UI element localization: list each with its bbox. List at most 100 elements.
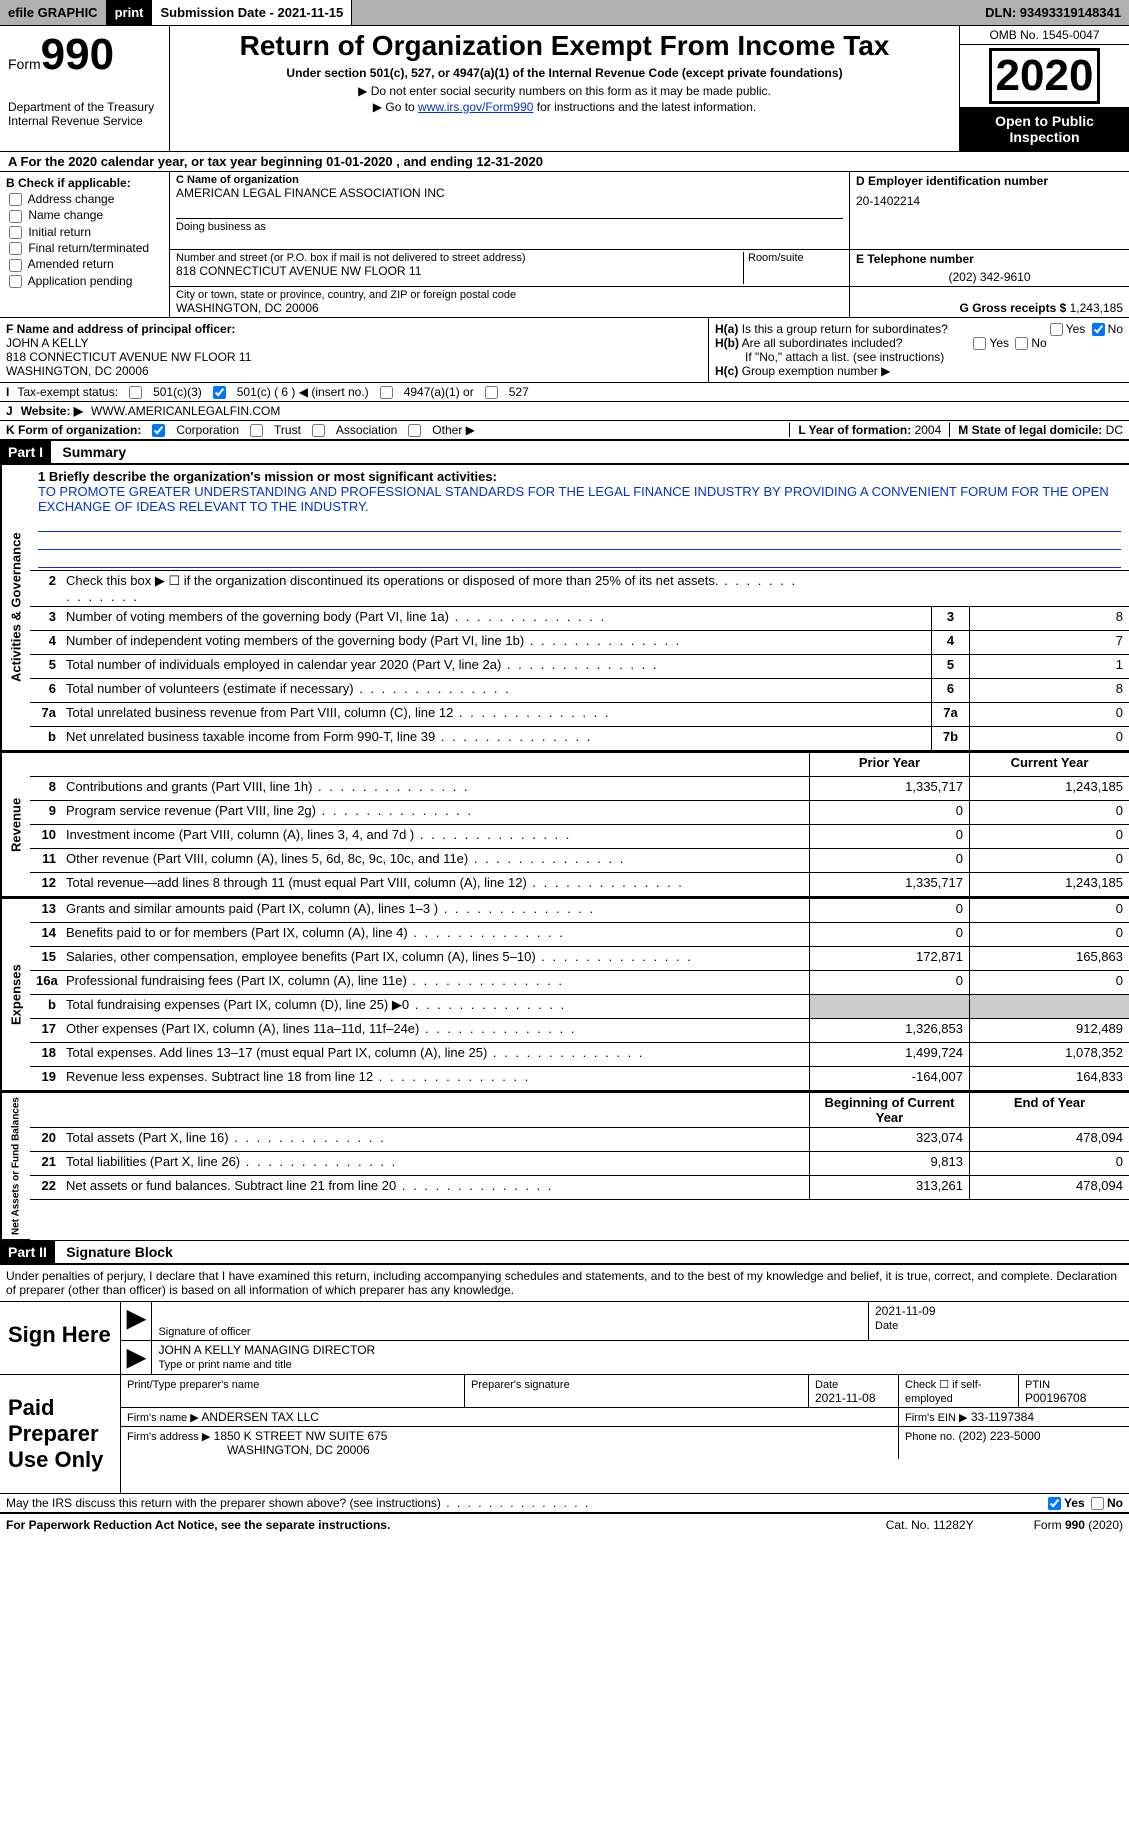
side-governance: Activities & Governance bbox=[0, 465, 30, 751]
gross-value: 1,243,185 bbox=[1070, 301, 1123, 315]
paid-preparer-block: Paid Preparer Use Only Print/Type prepar… bbox=[0, 1375, 1129, 1494]
ein-value: 20-1402214 bbox=[856, 194, 1123, 208]
hb-no[interactable] bbox=[1015, 337, 1028, 350]
gross-label: G Gross receipts $ bbox=[960, 301, 1067, 315]
dba-label: Doing business as bbox=[176, 218, 843, 233]
expenses-section: Expenses 13Grants and similar amounts pa… bbox=[0, 897, 1129, 1091]
officer-name-title: JOHN A KELLY MANAGING DIRECTOR bbox=[158, 1343, 1123, 1357]
tax-year: 2020 bbox=[989, 48, 1101, 104]
discuss-yes[interactable] bbox=[1048, 1497, 1061, 1510]
firm-ein: 33-1197384 bbox=[971, 1410, 1034, 1424]
k-assoc[interactable] bbox=[312, 424, 325, 437]
form-note-2: ▶ Go to www.irs.gov/Form990 for instruct… bbox=[178, 100, 951, 114]
name-title-label: Type or print name and title bbox=[158, 1359, 291, 1371]
table-row: 18Total expenses. Add lines 13–17 (must … bbox=[30, 1043, 1129, 1067]
firm-name: ANDERSEN TAX LLC bbox=[201, 1410, 319, 1424]
i-4947[interactable] bbox=[380, 386, 393, 399]
ptin-value: P00196708 bbox=[1025, 1391, 1086, 1405]
ha-no[interactable] bbox=[1092, 323, 1105, 336]
i-501c[interactable] bbox=[213, 386, 226, 399]
prep-date: 2021-11-08 bbox=[815, 1391, 876, 1405]
col-cd: C Name of organization AMERICAN LEGAL FI… bbox=[170, 172, 1129, 317]
revenue-section: Revenue Prior Year Current Year 8Contrib… bbox=[0, 751, 1129, 897]
line-j: J Website: ▶ WWW.AMERICANLEGALFIN.COM bbox=[0, 402, 1129, 421]
sign-here-label: Sign Here bbox=[0, 1302, 120, 1374]
table-row: 7aTotal unrelated business revenue from … bbox=[30, 703, 1129, 727]
check-initial[interactable]: Initial return bbox=[6, 225, 163, 239]
table-row: 8Contributions and grants (Part VIII, li… bbox=[30, 777, 1129, 801]
info-grid: B Check if applicable: Address change Na… bbox=[0, 172, 1129, 318]
table-row: 2Check this box ▶ ☐ if the organization … bbox=[30, 571, 1129, 607]
arrow-icon: ▶ bbox=[121, 1341, 152, 1374]
sign-here-block: Sign Here ▶ Signature of officer 2021-11… bbox=[0, 1302, 1129, 1375]
current-year-header: Current Year bbox=[969, 753, 1129, 776]
part1-bar: Part I Summary bbox=[0, 440, 1129, 465]
table-row: 20Total assets (Part X, line 16)323,0744… bbox=[30, 1128, 1129, 1152]
state-domicile: DC bbox=[1106, 423, 1123, 437]
check-final[interactable]: Final return/terminated bbox=[6, 241, 163, 255]
footer-right: Form 990 (2020) bbox=[1034, 1518, 1123, 1532]
hb-yes[interactable] bbox=[973, 337, 986, 350]
part1-label: Part I bbox=[0, 441, 51, 463]
org-name: AMERICAN LEGAL FINANCE ASSOCIATION INC bbox=[176, 186, 843, 200]
side-expenses: Expenses bbox=[0, 899, 30, 1091]
discuss-no[interactable] bbox=[1091, 1497, 1104, 1510]
check-name[interactable]: Name change bbox=[6, 208, 163, 222]
efile-label: efile GRAPHIC bbox=[0, 0, 107, 25]
part2-title: Signature Block bbox=[58, 1241, 181, 1263]
table-row: 3Number of voting members of the governi… bbox=[30, 607, 1129, 631]
i-501c3[interactable] bbox=[129, 386, 142, 399]
netassets-section: Net Assets or Fund Balances Beginning of… bbox=[0, 1091, 1129, 1240]
footer-row: For Paperwork Reduction Act Notice, see … bbox=[0, 1513, 1129, 1536]
table-row: 5Total number of individuals employed in… bbox=[30, 655, 1129, 679]
k-trust[interactable] bbox=[250, 424, 263, 437]
department-label: Department of the TreasuryInternal Reven… bbox=[8, 100, 161, 128]
col-header-row: Prior Year Current Year bbox=[30, 753, 1129, 777]
col-b-header: B Check if applicable: bbox=[6, 176, 163, 190]
mission-text: TO PROMOTE GREATER UNDERSTANDING AND PRO… bbox=[38, 484, 1121, 514]
table-row: 15Salaries, other compensation, employee… bbox=[30, 947, 1129, 971]
form-prefix: Form bbox=[8, 56, 41, 72]
governance-section: Activities & Governance 1 Briefly descri… bbox=[0, 465, 1129, 751]
check-address[interactable]: Address change bbox=[6, 192, 163, 206]
top-bar: efile GRAPHIC print Submission Date - 20… bbox=[0, 0, 1129, 26]
form-note-1: ▶ Do not enter social security numbers o… bbox=[178, 84, 951, 98]
period-row: A For the 2020 calendar year, or tax yea… bbox=[0, 152, 1129, 172]
blank-line bbox=[38, 516, 1121, 532]
blank-line bbox=[38, 552, 1121, 568]
part2-label: Part II bbox=[0, 1241, 55, 1263]
print-button[interactable]: print bbox=[107, 0, 153, 25]
table-row: 16aProfessional fundraising fees (Part I… bbox=[30, 971, 1129, 995]
table-row: 14Benefits paid to or for members (Part … bbox=[30, 923, 1129, 947]
k-corp[interactable] bbox=[152, 424, 165, 437]
form-subtitle: Under section 501(c), 527, or 4947(a)(1)… bbox=[178, 66, 951, 80]
table-row: 13Grants and similar amounts paid (Part … bbox=[30, 899, 1129, 923]
ha-yes[interactable] bbox=[1050, 323, 1063, 336]
i-527[interactable] bbox=[485, 386, 498, 399]
hb-note: If "No," attach a list. (see instruction… bbox=[715, 350, 1123, 364]
table-row: 9Program service revenue (Part VIII, lin… bbox=[30, 801, 1129, 825]
k-other[interactable] bbox=[408, 424, 421, 437]
table-row: 21Total liabilities (Part X, line 26)9,8… bbox=[30, 1152, 1129, 1176]
table-row: 6Total number of volunteers (estimate if… bbox=[30, 679, 1129, 703]
col-f: F Name and address of principal officer:… bbox=[0, 318, 709, 382]
check-pending[interactable]: Application pending bbox=[6, 274, 163, 288]
discuss-row: May the IRS discuss this return with the… bbox=[0, 1494, 1129, 1513]
website-value: WWW.AMERICANLEGALFIN.COM bbox=[91, 404, 280, 418]
sign-date: 2021-11-09 bbox=[875, 1304, 1123, 1318]
prior-year-header: Prior Year bbox=[809, 753, 969, 776]
table-row: 11Other revenue (Part VIII, column (A), … bbox=[30, 849, 1129, 873]
table-row: bNet unrelated business taxable income f… bbox=[30, 727, 1129, 751]
officer-addr2: WASHINGTON, DC 20006 bbox=[6, 364, 149, 378]
open-public-label: Open to Public Inspection bbox=[960, 107, 1129, 151]
room-label: Room/suite bbox=[748, 252, 843, 264]
dln-label: DLN: 93493319148341 bbox=[977, 0, 1129, 25]
firm-addr: 1850 K STREET NW SUITE 675 bbox=[214, 1429, 388, 1443]
check-amended[interactable]: Amended return bbox=[6, 257, 163, 271]
irs-link[interactable]: www.irs.gov/Form990 bbox=[418, 100, 533, 114]
table-row: 19Revenue less expenses. Subtract line 1… bbox=[30, 1067, 1129, 1091]
omb-number: OMB No. 1545-0047 bbox=[960, 26, 1129, 45]
paid-preparer-label: Paid Preparer Use Only bbox=[0, 1375, 120, 1493]
table-row: bTotal fundraising expenses (Part IX, co… bbox=[30, 995, 1129, 1019]
officer-addr1: 818 CONNECTICUT AVENUE NW FLOOR 11 bbox=[6, 350, 251, 364]
